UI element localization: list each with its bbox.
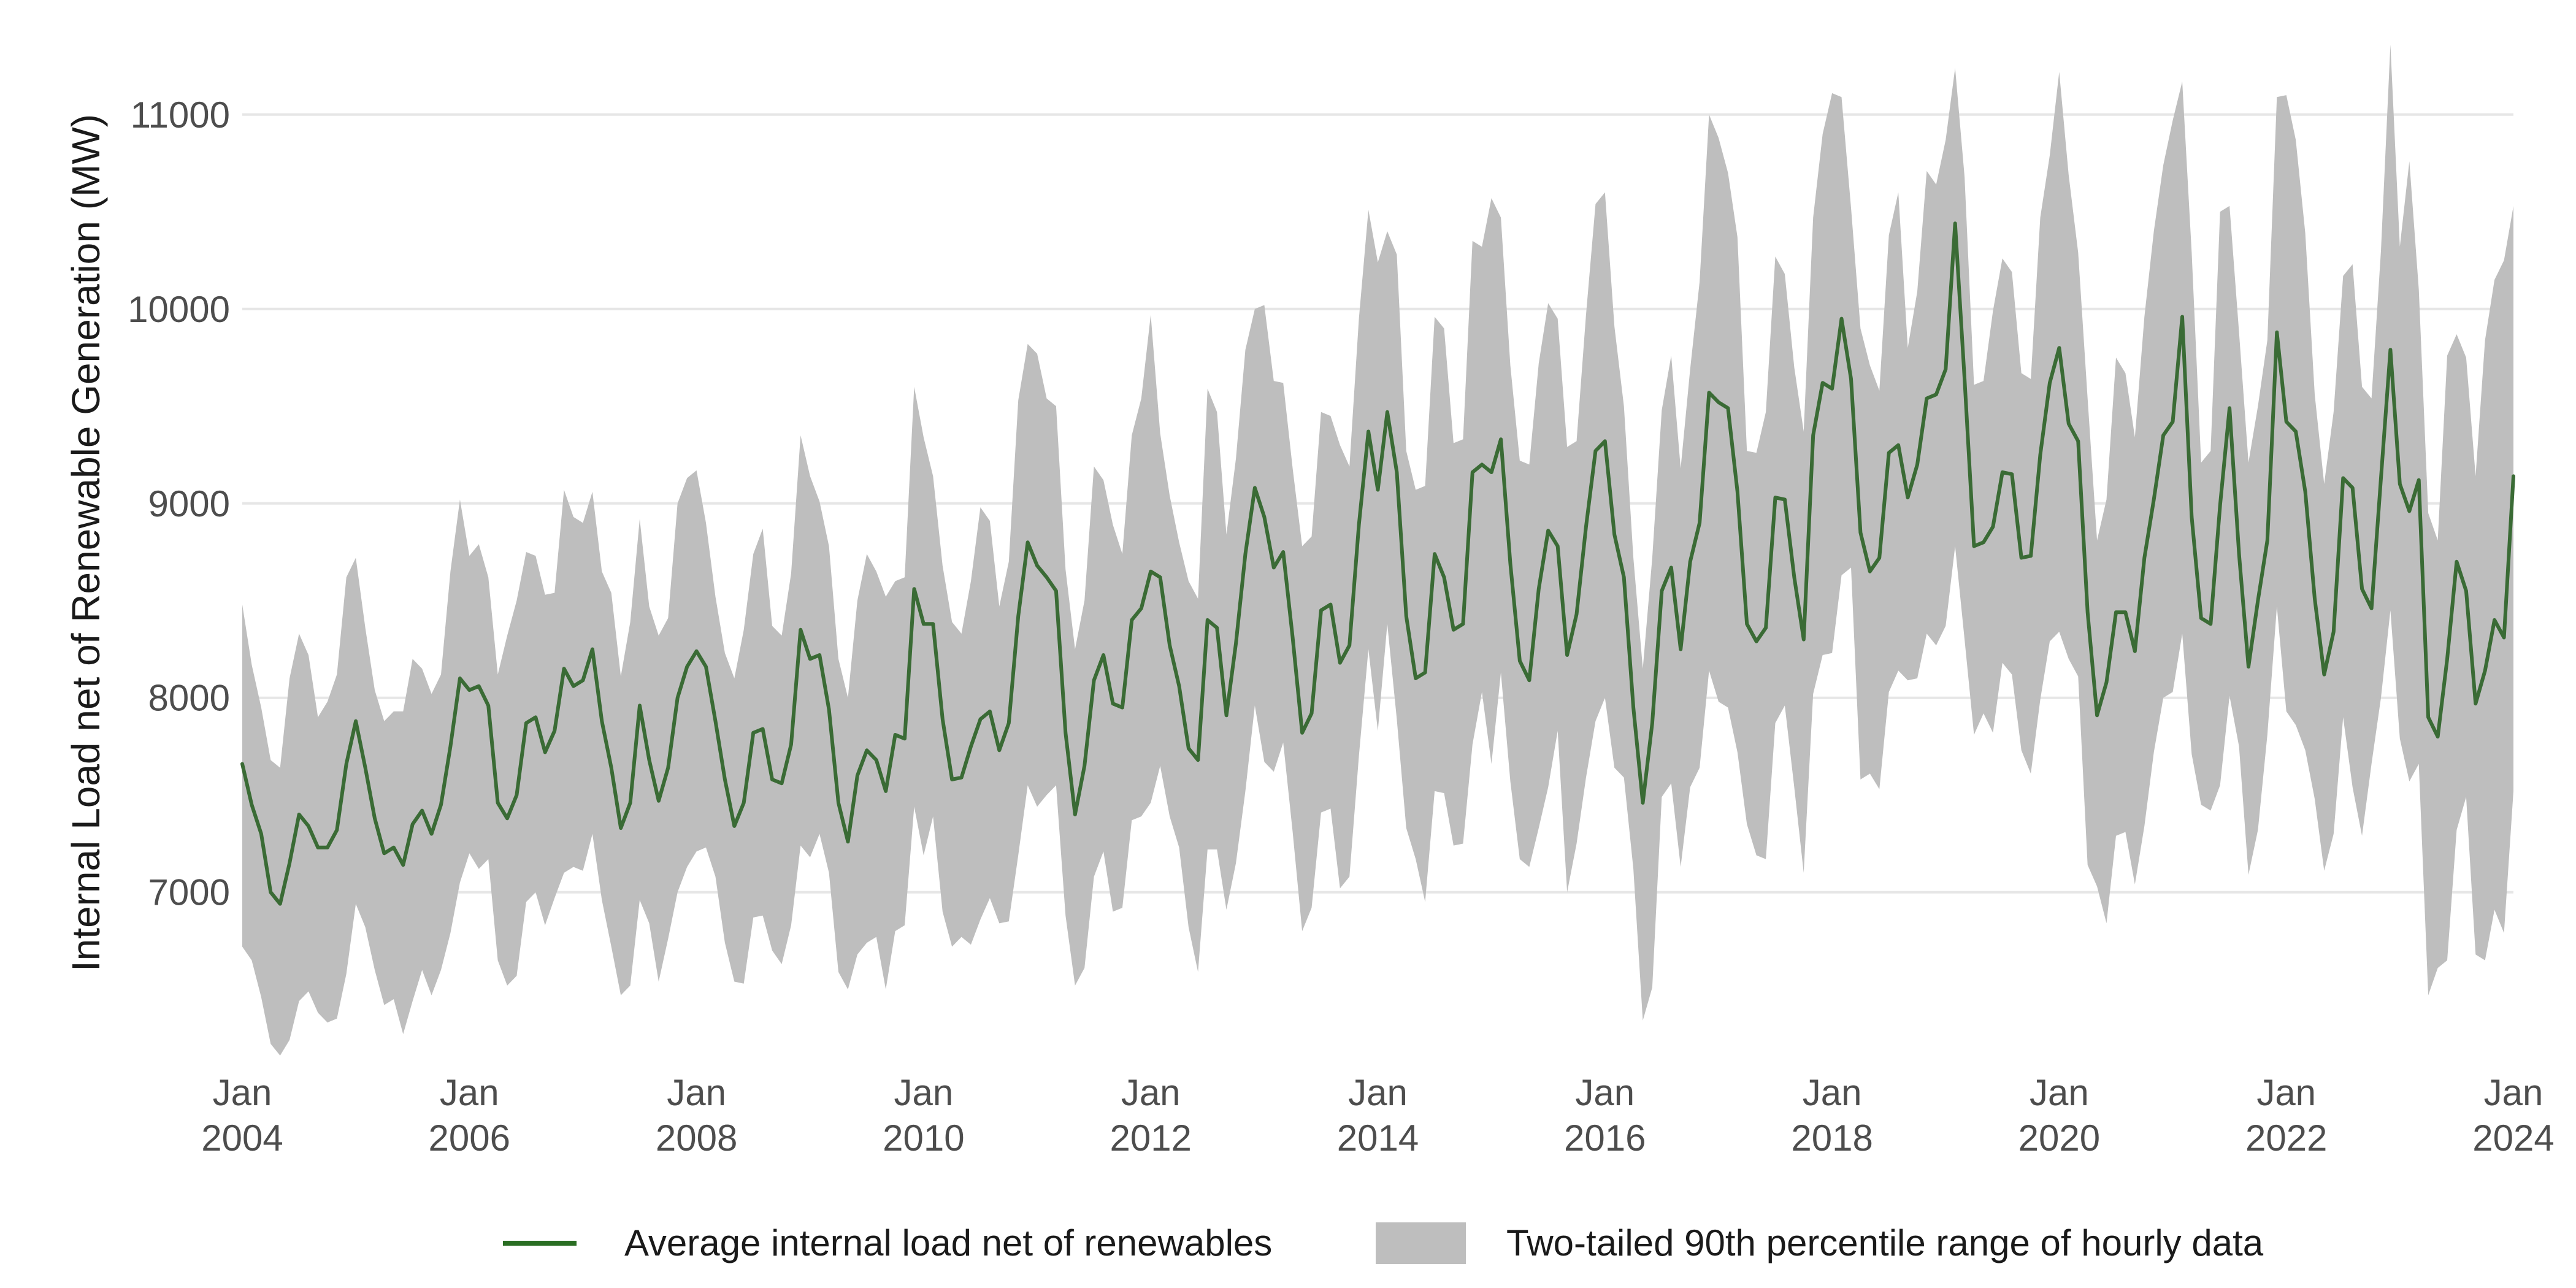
x-tick-year-label: 2014: [1337, 1117, 1419, 1159]
average-line: [240, 221, 2515, 906]
legend-label-percentile-range: Two-tailed 90th percentile range of hour…: [1506, 1222, 2264, 1263]
legend: Average internal load net of renewables …: [503, 1222, 2264, 1264]
x-tick-month-label: Jan: [894, 1072, 954, 1113]
x-tick-month-label: Jan: [667, 1072, 726, 1113]
percentile-band-layer: [242, 44, 2513, 1056]
x-tick-year-label: 2024: [2472, 1117, 2554, 1159]
x-tick-year-label: 2010: [883, 1117, 964, 1159]
y-axis-title: Internal Load net of Renewable Generatio…: [64, 114, 108, 972]
average-line-layer: [240, 221, 2515, 906]
x-tick-year-label: 2020: [2018, 1117, 2100, 1159]
x-tick-month-label: Jan: [440, 1072, 499, 1113]
x-tick-year-label: 2012: [1110, 1117, 1191, 1159]
y-tick-label: 7000: [148, 872, 230, 913]
x-tick-year-label: 2016: [1564, 1117, 1646, 1159]
legend-label-average: Average internal load net of renewables: [624, 1222, 1272, 1263]
y-tick-label: 11000: [131, 94, 230, 136]
x-tick-year-label: 2018: [1791, 1117, 1873, 1159]
y-tick-label: 8000: [148, 678, 230, 719]
x-tick-month-label: Jan: [1575, 1072, 1635, 1113]
y-tick-label: 10000: [128, 289, 230, 330]
x-tick-year-label: 2006: [429, 1117, 510, 1159]
x-tick-month-label: Jan: [1803, 1072, 1862, 1113]
x-tick-month-label: Jan: [2030, 1072, 2089, 1113]
x-tick-year-label: 2008: [656, 1117, 737, 1159]
y-tick-label: 9000: [148, 483, 230, 524]
percentile-band: [242, 44, 2513, 1056]
legend-band-swatch: [1376, 1222, 1466, 1264]
x-tick-month-label: Jan: [1121, 1072, 1181, 1113]
y-axis: 7000 8000 9000 10000 11000: [128, 94, 230, 913]
x-axis: Jan2004Jan2006Jan2008Jan2010Jan2012Jan20…: [201, 1072, 2554, 1159]
x-tick-month-label: Jan: [2484, 1072, 2543, 1113]
x-tick-month-label: Jan: [1348, 1072, 1408, 1113]
x-tick-year-label: 2022: [2245, 1117, 2327, 1159]
x-tick-year-label: 2004: [201, 1117, 283, 1159]
x-tick-month-label: Jan: [2256, 1072, 2316, 1113]
x-tick-month-label: Jan: [213, 1072, 272, 1113]
